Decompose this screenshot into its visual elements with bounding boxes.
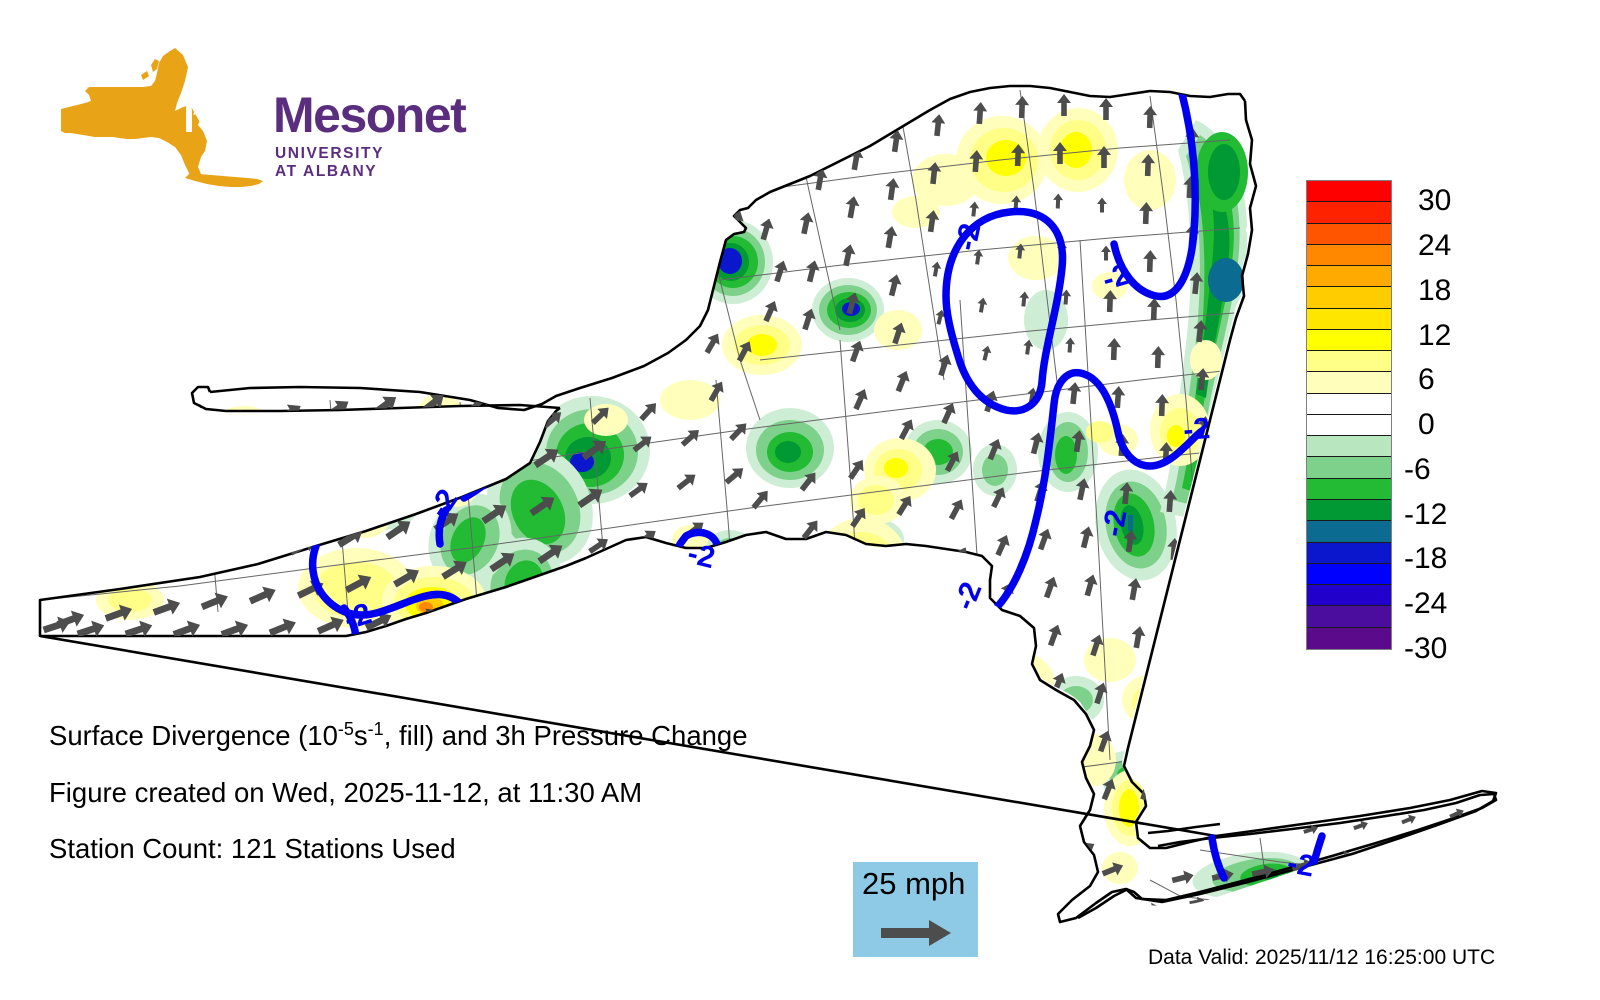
caption-title: Surface Divergence (10-5s-1, fill) and 3…: [49, 718, 949, 751]
colorbar-band: [1307, 287, 1391, 309]
contour-label: -2: [1182, 412, 1211, 447]
colorbar-band: [1307, 372, 1391, 394]
colorbar-tick-label: 6: [1418, 363, 1435, 397]
colorbar-band: [1307, 521, 1391, 543]
wind-speed-key: 25 mph: [853, 862, 978, 957]
contour-label: -2: [1285, 846, 1317, 883]
colorbar-band: [1307, 223, 1391, 245]
figure-caption: Surface Divergence (10-5s-1, fill) and 3…: [49, 718, 949, 892]
logo-subtitle: UNIVERSITY AT ALBANY: [275, 145, 384, 180]
colorbar-band: [1307, 393, 1391, 415]
colorbar-band: [1307, 606, 1391, 628]
colorbar-band: [1307, 542, 1391, 564]
colorbar-band: [1307, 414, 1391, 437]
colorbar-band: [1307, 329, 1391, 352]
caption-exp-2: -1: [367, 718, 384, 739]
wind-key-label: 25 mph: [862, 866, 966, 901]
colorbar-tick-label: 0: [1418, 408, 1435, 442]
caption-station-count: Station Count: 121 Stations Used: [49, 833, 456, 864]
nys-mesonet-logo: NYS Mesonet UNIVERSITY AT ALBANY: [55, 45, 467, 190]
colorbar-band: [1307, 563, 1391, 586]
colorbar-band: [1307, 585, 1391, 607]
colorbar-tick-label: -6: [1404, 452, 1431, 486]
colorbar-band: [1307, 351, 1391, 373]
caption-created: Figure created on Wed, 2025-11-12, at 11…: [49, 776, 643, 808]
logo-state-shape: [61, 48, 263, 187]
colorbar-band: [1307, 181, 1391, 203]
colorbar-tick-label: -30: [1404, 632, 1448, 665]
caption-title-mid: s: [353, 720, 368, 751]
colorbar-band: [1307, 478, 1391, 500]
caption-title-post: , fill) and 3h Pressure Change: [383, 720, 748, 751]
caption-title-pre: Surface Divergence (10: [49, 720, 338, 751]
colorbar-tick-label: 30: [1418, 184, 1452, 218]
caption-exp-1: -5: [337, 718, 354, 739]
logo-nys-text: NYS: [183, 90, 276, 142]
colorbar-tick-label: 18: [1418, 273, 1452, 307]
colorbar-band: [1307, 499, 1391, 522]
logo-mesonet-text: Mesonet: [273, 87, 467, 143]
wind-key-arrow-icon: [881, 920, 951, 946]
data-valid-timestamp: Data Valid: 2025/11/12 16:25:00 UTC: [1148, 946, 1496, 969]
colorbar-band: [1307, 266, 1391, 288]
colorbar-tick-label: -12: [1404, 497, 1448, 531]
colorbar-tick-label: -18: [1404, 542, 1448, 576]
colorbar-tick-label: 24: [1418, 229, 1452, 263]
colorbar-band: [1307, 457, 1391, 479]
contour-label: -2: [1096, 507, 1133, 539]
colorbar-tick-labels: 30 24 18 12 6 0 -6 -12 -18 -24 -30: [1404, 168, 1524, 668]
colorbar-tick-label: 12: [1418, 318, 1452, 352]
divergence-colorbar: [1306, 180, 1392, 650]
colorbar-tick-label: -24: [1404, 587, 1448, 621]
colorbar-band: [1307, 627, 1391, 649]
colorbar-band: [1307, 244, 1391, 267]
colorbar-band: [1307, 436, 1391, 458]
contour-label: -2: [948, 578, 989, 615]
colorbar-band: [1307, 308, 1391, 330]
colorbar-band: [1307, 202, 1391, 224]
